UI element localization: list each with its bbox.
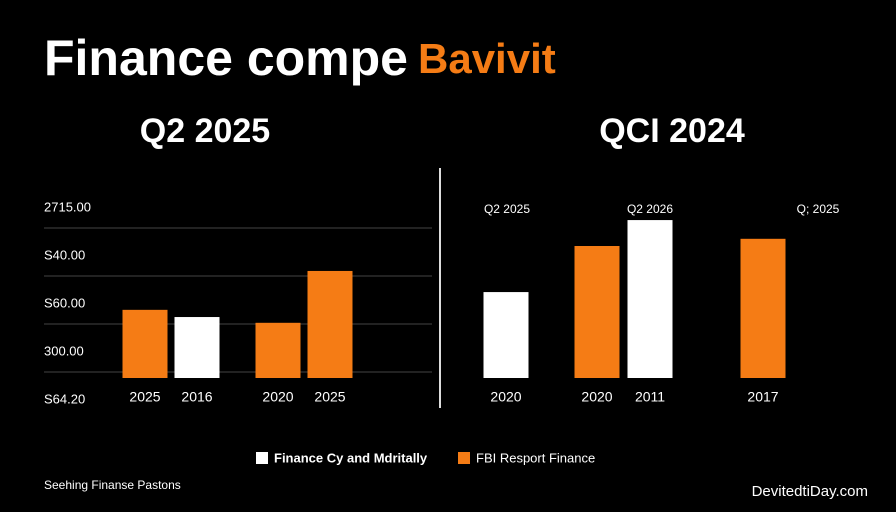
x-tick-label: 2016	[181, 389, 212, 405]
legend-swatch	[458, 452, 470, 464]
bar	[174, 317, 220, 378]
footer-left: Seehing Finanse Pastons	[44, 478, 181, 492]
x-tick-label: 2025	[129, 389, 160, 405]
annotation: Q2 2026	[627, 202, 673, 216]
y-tick-label: S64.20	[44, 391, 85, 406]
annotation: Q2 2025	[484, 202, 530, 216]
title-main: Finance compe	[44, 30, 408, 86]
page-title: Finance compe Bavivit	[44, 30, 556, 86]
bar	[122, 309, 168, 378]
bar	[483, 292, 529, 378]
bar	[627, 220, 673, 378]
x-tick-label: 2017	[747, 389, 778, 405]
x-tick-label: 2011	[635, 389, 665, 405]
legend-label: FBI Resport Finance	[476, 450, 595, 465]
y-tick-label: 2715.00	[44, 199, 91, 214]
y-tick-label: S60.00	[44, 295, 85, 310]
legend-swatch	[256, 452, 268, 464]
y-tick-label: 300.00	[44, 343, 84, 358]
x-tick-label: 2020	[490, 389, 521, 405]
x-tick-label: 2020	[262, 389, 293, 405]
footer-right: DevitedtiDay.com	[752, 483, 868, 500]
annotation: Q; 2025	[797, 202, 840, 216]
title-highlight: Bavivit	[418, 35, 556, 82]
bar	[574, 246, 620, 378]
chart-title: Q2 2025	[140, 112, 270, 150]
chart-title: QCI 2024	[599, 112, 745, 150]
x-tick-label: 2020	[581, 389, 612, 405]
y-tick-label: S40.00	[44, 247, 85, 262]
bar	[307, 270, 353, 378]
bar	[740, 238, 786, 378]
x-tick-label: 2025	[314, 389, 345, 405]
legend-label: Finance Cy and Mdritally	[274, 450, 428, 465]
bar	[255, 322, 301, 378]
